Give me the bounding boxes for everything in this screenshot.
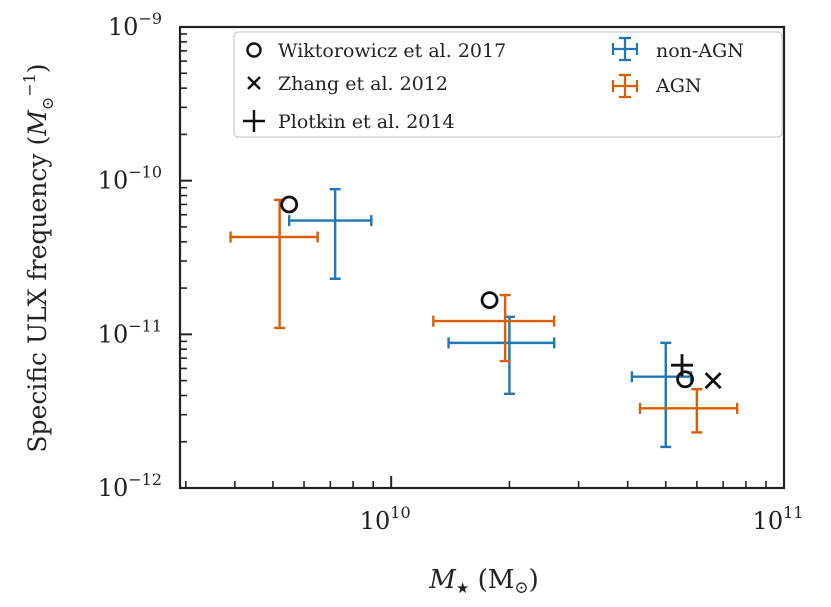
legend-label-non-agn: non-AGN [656, 40, 744, 62]
legend-item-wiktorowicz: Wiktorowicz et al. 2017 [246, 40, 506, 62]
legend-item-non-agn: non-AGN [611, 36, 744, 62]
legend: Wiktorowicz et al. 2017 Zhang et al. 201… [233, 31, 783, 138]
errorbar-point [229, 198, 319, 330]
y-tick-label: 10−9 [108, 9, 162, 41]
errorbar-point [638, 387, 739, 434]
legend-label-agn: AGN [655, 75, 702, 97]
circle-marker [280, 195, 299, 214]
errorbar-point [287, 187, 373, 280]
plot-area-frame [178, 25, 786, 490]
series-agn [229, 198, 739, 434]
errorbar-point [432, 293, 556, 363]
legend-x-marker [247, 76, 261, 90]
legend-circle-marker [246, 42, 262, 58]
legend-errorbar-marker [611, 36, 639, 62]
x-marker [704, 372, 722, 390]
y-tick-label: 10−11 [98, 316, 162, 348]
legend-label-plotkin: Plotkin et al. 2014 [278, 111, 455, 133]
minor-ticks [180, 33, 767, 488]
legend-item-zhang: Zhang et al. 2012 [247, 73, 448, 95]
y-tick-label: 10−10 [98, 163, 162, 195]
series-wiktorowicz-et-al-2017 [280, 195, 694, 389]
circle-marker [676, 370, 694, 389]
plot-series [229, 187, 739, 449]
series-non-agn [287, 187, 693, 449]
series-zhang-et-al-2012 [704, 372, 722, 390]
legend-plus-marker [243, 110, 265, 132]
y-tick-label: 10−12 [98, 470, 162, 502]
x-tick-label: 1010 [360, 503, 411, 535]
legend-item-plotkin: Plotkin et al. 2014 [243, 110, 455, 133]
legend-label-wiktorowicz: Wiktorowicz et al. 2017 [278, 40, 506, 62]
legend-box [233, 31, 783, 138]
errorbar-point [447, 315, 556, 396]
legend-errorbar-marker [611, 73, 639, 99]
x-axis-label: M★ (M⊙) [428, 565, 539, 598]
series-plotkin-et-al-2014 [671, 354, 694, 377]
plus-marker [671, 354, 694, 377]
circle-marker [480, 291, 499, 310]
x-tick-label: 1011 [753, 503, 804, 535]
y-axis-label: Specific ULX frequency (M⊙−1) [20, 63, 57, 452]
legend-label-zhang: Zhang et al. 2012 [278, 73, 448, 95]
legend-item-agn: AGN [611, 73, 702, 99]
